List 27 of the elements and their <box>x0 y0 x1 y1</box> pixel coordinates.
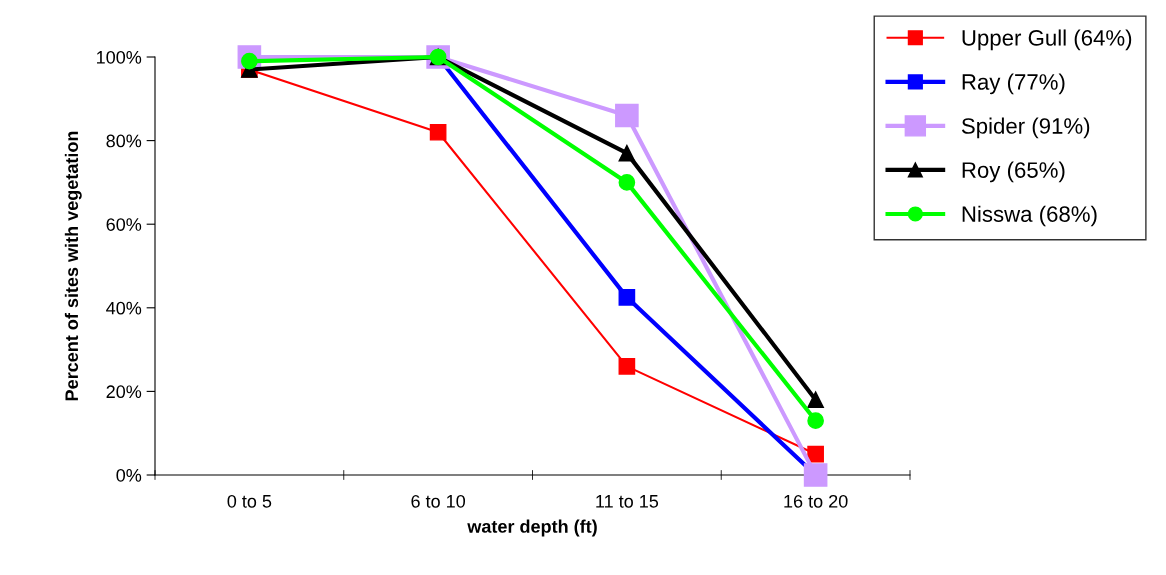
legend-label: Spider (91%) <box>961 117 1090 139</box>
point <box>807 445 824 463</box>
legend-label: Ray (77%) <box>962 73 1065 95</box>
point <box>618 357 636 375</box>
point <box>807 412 824 429</box>
x-tick-label: 11 to 15 <box>596 495 659 508</box>
x-tick-label: 16 to 20 <box>784 494 848 508</box>
point <box>618 289 636 306</box>
point <box>429 123 447 141</box>
legend-label: Roy (65%) <box>962 161 1065 183</box>
point <box>803 463 828 487</box>
y-tick-label: 100% <box>97 50 142 64</box>
y-tick-label: 60% <box>106 218 142 231</box>
y-axis-title: Percent of sites with vegetation <box>64 131 82 401</box>
x-tick-label: 6 to 10 <box>411 494 466 508</box>
x-tick-label: 0 to 5 <box>227 494 272 508</box>
point <box>807 391 824 409</box>
point <box>618 144 636 162</box>
y-tick-label: 80% <box>106 134 142 148</box>
y-tick-label: 0% <box>116 468 142 482</box>
legend-label: Upper Gull (64%) <box>962 29 1132 51</box>
y-tick-label: 40% <box>106 301 142 315</box>
legend-label: Nisswa (68%) <box>962 205 1097 227</box>
point <box>618 174 636 191</box>
x-axis-title: water depth (ft) <box>467 519 597 537</box>
point <box>615 103 639 128</box>
y-tick-label: 20% <box>106 385 142 399</box>
